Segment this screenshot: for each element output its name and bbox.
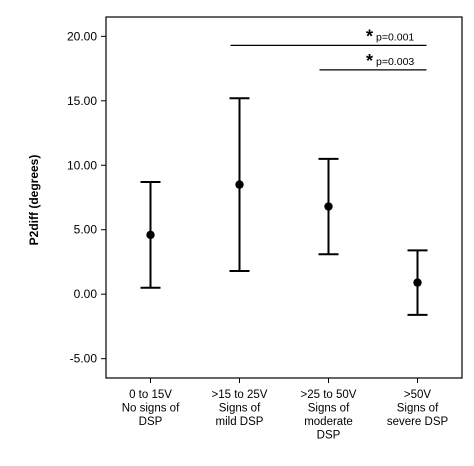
x-tick-label: severe DSP bbox=[387, 416, 449, 428]
x-tick-label: Signs of bbox=[397, 403, 439, 415]
y-tick-label: 10.00 bbox=[67, 158, 97, 172]
y-axis-label: P2diff (degrees) bbox=[27, 155, 41, 246]
error-bars bbox=[140, 97, 428, 316]
p-value-label: p=0.003 bbox=[376, 56, 414, 68]
x-tick-label: DSP bbox=[139, 416, 163, 428]
x-tick-label: DSP bbox=[317, 430, 341, 442]
x-tick-label: No signs of bbox=[122, 403, 180, 415]
mean-point bbox=[235, 180, 244, 189]
x-tick-label: 0 to 15V bbox=[129, 389, 172, 401]
x-tick-label: Signs of bbox=[219, 403, 261, 415]
plot-frame bbox=[105, 16, 463, 379]
y-tick-label: 5.00 bbox=[74, 223, 98, 237]
x-tick-label: Signs of bbox=[308, 403, 350, 415]
y-axis: -5.00 0.00 5.00 10.00 15.00 20.00 bbox=[67, 29, 106, 366]
y-tick-label: 15.00 bbox=[67, 94, 97, 108]
p-value-label: p=0.001 bbox=[376, 31, 414, 43]
x-tick-label: >50V bbox=[404, 389, 432, 401]
significance-asterisk: * bbox=[366, 26, 373, 46]
x-tick-label: mild DSP bbox=[216, 416, 264, 428]
y-tick-label: 0.00 bbox=[74, 287, 98, 301]
x-tick-label: moderate bbox=[304, 416, 353, 428]
y-tick-label: -5.00 bbox=[70, 352, 98, 366]
mean-point bbox=[324, 202, 333, 211]
y-tick-label: 20.00 bbox=[67, 29, 97, 43]
mean-point bbox=[146, 230, 155, 240]
mean-point bbox=[413, 278, 422, 287]
x-tick-label: >25 to 50V bbox=[301, 389, 357, 401]
significance-asterisk: * bbox=[366, 51, 373, 71]
x-tick-label: >15 to 25V bbox=[212, 389, 268, 401]
significance-annotations: * p=0.001* p=0.003 bbox=[230, 26, 427, 71]
